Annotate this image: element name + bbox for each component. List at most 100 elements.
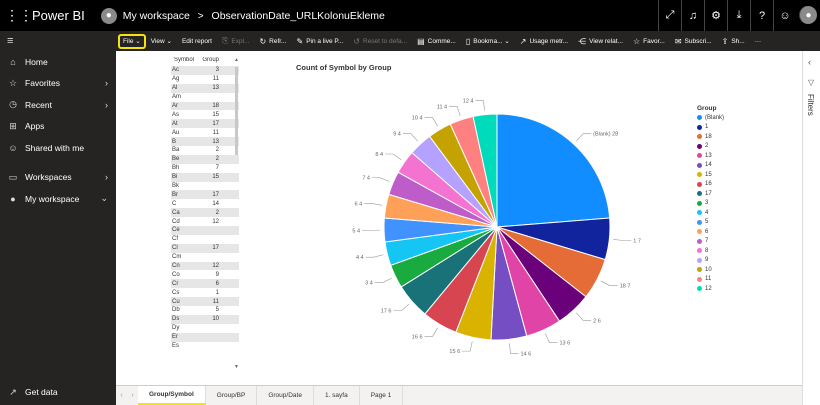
sidebar-item-home[interactable]: ⌂ Home xyxy=(0,51,116,73)
tab-next-icon[interactable]: › xyxy=(131,392,134,399)
legend-item[interactable]: (Blank) xyxy=(697,113,724,123)
table-row[interactable]: Cf xyxy=(171,235,239,244)
filters-pane[interactable]: ‹ ▽ Filters xyxy=(802,51,820,405)
file-menu-button[interactable]: File ⌄ xyxy=(118,33,146,49)
column-header-symbol[interactable]: Symbol xyxy=(174,57,195,63)
sidebar-item-shared[interactable]: ☺ Shared with me xyxy=(0,137,116,159)
scrollbar-thumb[interactable] xyxy=(235,67,238,155)
table-row[interactable]: Am xyxy=(171,93,239,102)
smiley-icon[interactable]: ☺ xyxy=(773,0,796,31)
table-row[interactable]: Ds 10 xyxy=(171,314,239,324)
table-row[interactable]: Bk xyxy=(171,182,239,191)
legend-item[interactable]: 3 xyxy=(697,199,724,209)
table-row[interactable]: Cm xyxy=(171,253,239,262)
table-row[interactable]: Ar 18 xyxy=(171,101,239,111)
table-row[interactable]: Dy xyxy=(171,324,239,333)
table-row[interactable]: Cr 6 xyxy=(171,279,239,289)
table-row[interactable]: Es xyxy=(171,342,239,351)
table-row[interactable]: Be 2 xyxy=(171,154,239,164)
table-row[interactable]: Br 17 xyxy=(171,190,239,200)
usage-metrics-button[interactable]: ↗ Usage metr... xyxy=(515,31,573,51)
comments-button[interactable]: ▤ Comme... xyxy=(412,31,461,51)
sidebar-item-recent[interactable]: ◷ Recent › xyxy=(0,94,116,116)
view-related-button[interactable]: ⋲ View relat... xyxy=(573,31,628,51)
table-row[interactable]: Er xyxy=(171,332,239,342)
legend-item[interactable]: 18 xyxy=(697,132,724,142)
tab-sayfa-1[interactable]: 1. sayfa xyxy=(314,386,360,405)
legend-item[interactable]: 2 xyxy=(697,142,724,152)
download-icon[interactable]: ⤓ xyxy=(727,0,750,31)
table-scrollbar[interactable]: ▲ ▼ xyxy=(234,57,239,371)
tab-group-bp[interactable]: Group/BP xyxy=(206,386,258,405)
edit-report-button[interactable]: Edit report xyxy=(177,31,217,51)
legend-item[interactable]: 12 xyxy=(697,284,724,294)
sidebar-item-apps[interactable]: ⊞ Apps xyxy=(0,116,116,138)
legend-item[interactable]: 10 xyxy=(697,265,724,275)
legend-item[interactable]: 14 xyxy=(697,161,724,171)
settings-icon[interactable]: ⚙ xyxy=(704,0,727,31)
table-row[interactable]: Cl 17 xyxy=(171,243,239,253)
pie-chart[interactable]: (Blank) 281 718 72 613 614 615 616 617 6… xyxy=(116,51,802,385)
sidebar-item-my-workspace[interactable]: ● My workspace ⌄ xyxy=(0,188,116,210)
brand-title[interactable]: Power BI xyxy=(32,8,85,23)
scroll-down-icon[interactable]: ▼ xyxy=(234,364,239,370)
tab-prev-icon[interactable]: ‹ xyxy=(120,392,123,399)
table-row[interactable]: As 15 xyxy=(171,110,239,119)
column-header-group[interactable]: Group xyxy=(202,57,219,63)
table-row[interactable]: Cs 1 xyxy=(171,288,239,297)
scroll-up-icon[interactable]: ▲ xyxy=(234,57,239,63)
legend-item[interactable]: 8 xyxy=(697,246,724,256)
expand-icon[interactable]: ⤢ xyxy=(658,0,681,31)
table-row[interactable]: At 17 xyxy=(171,119,239,129)
account-icon[interactable]: ● xyxy=(799,6,817,24)
view-menu-button[interactable]: View ⌄ xyxy=(146,31,177,51)
more-options-button[interactable]: ··· xyxy=(750,31,767,51)
favorite-button[interactable]: ☆ Favor... xyxy=(628,31,670,51)
legend-item[interactable]: 5 xyxy=(697,218,724,228)
table-row[interactable]: Ag 11 xyxy=(171,75,239,84)
pin-button[interactable]: ✎ Pin a live P... xyxy=(291,31,348,51)
table-row[interactable]: Al 13 xyxy=(171,83,239,93)
app-launcher-icon[interactable]: ⋮⋮⋮ xyxy=(0,7,33,23)
table-row[interactable]: Bh 7 xyxy=(171,164,239,173)
legend-item[interactable]: 15 xyxy=(697,170,724,180)
export-button[interactable]: ⎘ Expl... xyxy=(217,31,254,51)
reset-button[interactable]: ↺ Reset to defa... xyxy=(348,31,412,51)
table-row[interactable]: Ac 3 xyxy=(171,66,239,75)
table-row[interactable]: B 13 xyxy=(171,137,239,147)
help-icon[interactable]: ? xyxy=(750,0,773,31)
bell-icon[interactable]: ♫ xyxy=(681,0,704,31)
legend-item[interactable]: 1 xyxy=(697,123,724,133)
share-button[interactable]: ⇪ Sh... xyxy=(717,31,750,51)
table-row[interactable]: C 14 xyxy=(171,199,239,208)
table-row[interactable]: Ba 2 xyxy=(171,146,239,155)
tab-page-1[interactable]: Page 1 xyxy=(360,386,404,405)
table-row[interactable]: Ce xyxy=(171,226,239,235)
bookmarks-button[interactable]: ▯ Bookma... ⌄ xyxy=(461,31,515,51)
breadcrumb-report[interactable]: ObservationDate_URLKolonuEkleme xyxy=(211,9,385,22)
breadcrumb-workspace[interactable]: My workspace xyxy=(122,9,190,22)
table-row[interactable]: Au 11 xyxy=(171,128,239,137)
table-row[interactable]: Cd 12 xyxy=(171,217,239,226)
legend-item[interactable]: 17 xyxy=(697,189,724,199)
filters-label[interactable]: Filters xyxy=(806,94,815,116)
table-row[interactable]: Cu 11 xyxy=(171,297,239,307)
tab-group-symbol[interactable]: Group/Symbol xyxy=(138,386,206,405)
chevron-left-icon[interactable]: ‹ xyxy=(808,57,811,67)
subscribe-button[interactable]: ✉ Subscri... xyxy=(670,31,717,51)
legend-item[interactable]: 13 xyxy=(697,151,724,161)
legend-item[interactable]: 7 xyxy=(697,237,724,247)
table-row[interactable]: Ca 2 xyxy=(171,208,239,218)
table-row[interactable]: Bi 15 xyxy=(171,172,239,182)
legend-item[interactable]: 6 xyxy=(697,227,724,237)
refresh-button[interactable]: ↻ Refr... xyxy=(254,31,291,51)
sidebar-item-get-data[interactable]: ↗ Get data xyxy=(0,382,116,404)
legend-item[interactable]: 9 xyxy=(697,256,724,266)
table-row[interactable]: Cn 12 xyxy=(171,261,239,271)
symbol-group-table[interactable]: Symbol Group Ac 3 Ag 11 Al 13 Am Ar 18 As 15 At 17 Au… xyxy=(171,57,239,385)
table-row[interactable]: Co 9 xyxy=(171,270,239,279)
pie-slice-12[interactable] xyxy=(472,113,498,228)
legend-item[interactable]: 11 xyxy=(697,275,724,285)
legend-item[interactable]: 16 xyxy=(697,180,724,190)
table-row[interactable]: Db 5 xyxy=(171,306,239,315)
